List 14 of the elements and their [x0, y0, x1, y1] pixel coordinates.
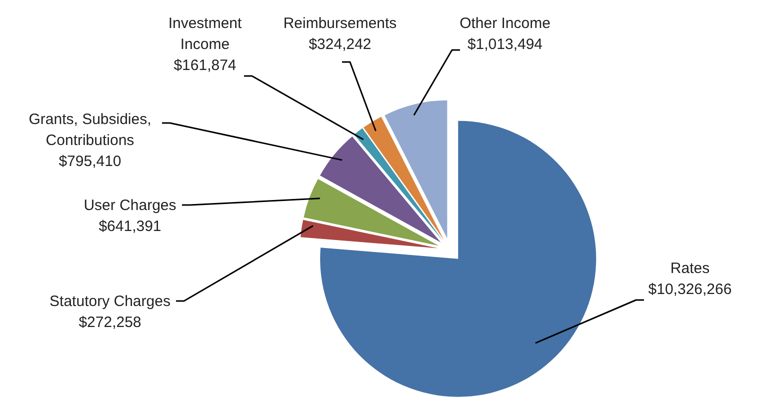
- data-label: $272,258: [78, 314, 142, 331]
- data-label: $324,242: [308, 36, 372, 53]
- slice-label: Grants, Subsidies, Contributions: [28, 111, 152, 149]
- data-label: $10,326,266: [648, 281, 732, 298]
- slice-label: Other Income: [460, 15, 550, 32]
- slice-label: Investment Income: [168, 15, 243, 53]
- slice-label: Reimbursements: [283, 15, 397, 32]
- data-label: $795,410: [58, 153, 122, 170]
- slice-label: Rates: [670, 260, 710, 277]
- slice-label: User Charges: [84, 197, 176, 214]
- data-label: $161,874: [174, 57, 236, 74]
- data-label: $1,013,494: [467, 36, 543, 53]
- slice-label: Statutory Charges: [50, 293, 170, 310]
- data-label: $641,391: [98, 218, 162, 235]
